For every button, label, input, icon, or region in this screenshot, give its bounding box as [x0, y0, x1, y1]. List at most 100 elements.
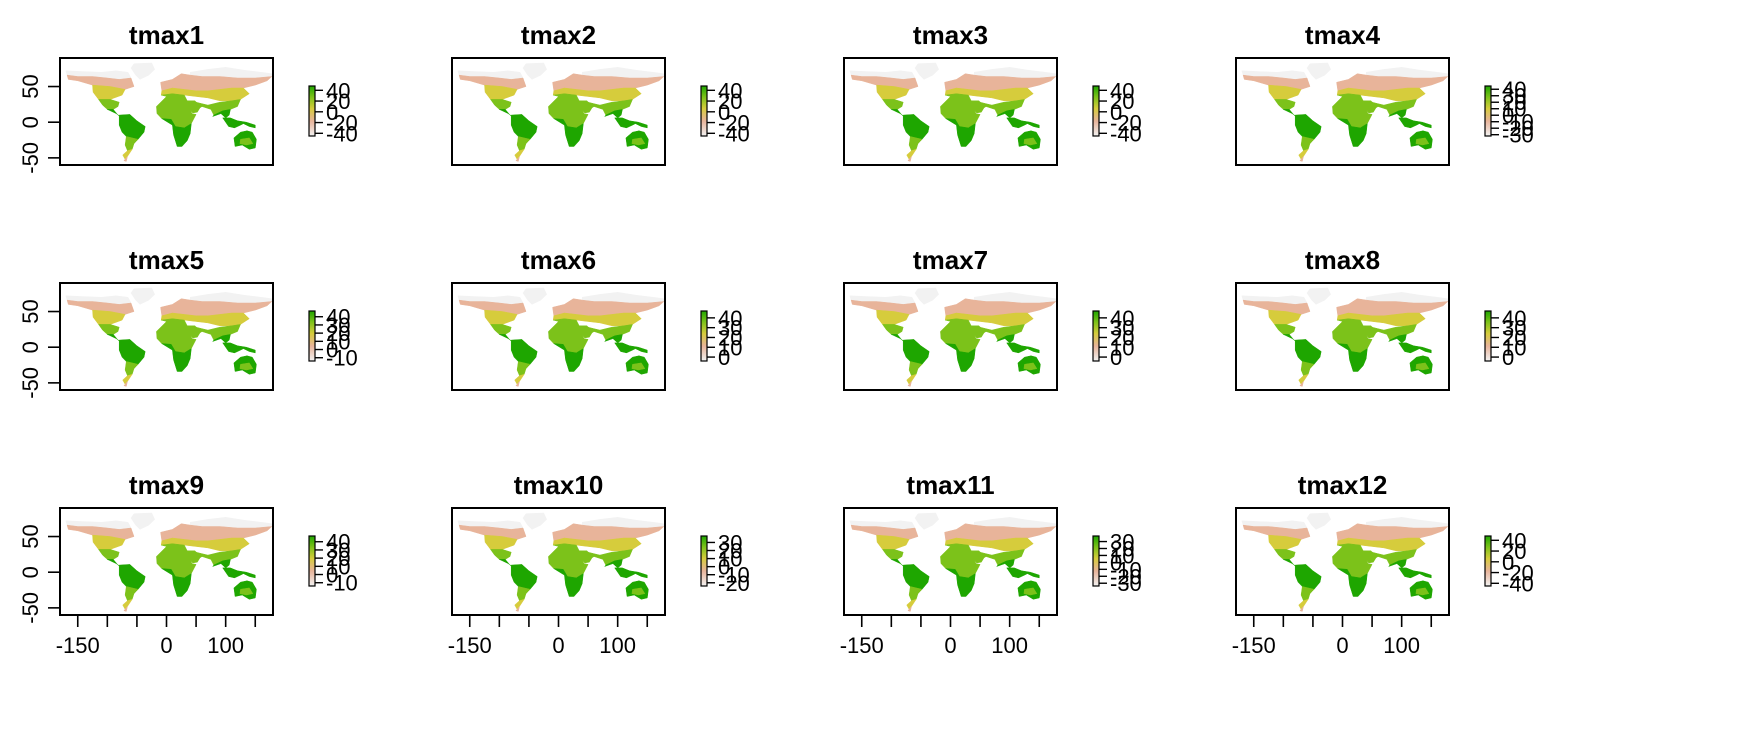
y-axis-tick-label: 50	[18, 299, 43, 323]
raster-zone-warm	[908, 586, 923, 602]
raster-zone-mild	[122, 148, 133, 160]
land-arabia	[970, 325, 986, 339]
raster-zone-hot	[995, 334, 1015, 344]
raster-zone-cold	[130, 512, 156, 530]
land-south-america	[902, 564, 930, 612]
panel-title: tmax4	[1305, 20, 1381, 50]
land-australia	[233, 130, 257, 150]
raster-zone-warm	[239, 587, 254, 596]
legend-tick-label: 0	[718, 345, 730, 370]
land-africa	[940, 546, 981, 597]
legend-tick-label: 30	[326, 313, 350, 338]
panel-title: tmax9	[129, 470, 204, 500]
raster-zone-mild	[514, 373, 525, 385]
raster-zone-warm	[631, 587, 646, 596]
land-south-america	[118, 339, 146, 387]
legend-tick-label: 20	[718, 325, 742, 350]
land-africa	[548, 96, 589, 147]
raster-zone-warm	[908, 361, 923, 377]
legend-tick-label: 20	[326, 546, 350, 571]
temperature-raster	[457, 287, 665, 387]
legend-tick-label: -10	[326, 571, 358, 596]
land-se-asia-islands	[222, 117, 256, 129]
raster-zone-hot	[107, 559, 121, 567]
legend-tick-label: 0	[1110, 100, 1122, 125]
y-axis-tick-label: 50	[18, 524, 43, 548]
legend-tick-label: 10	[1110, 335, 1134, 360]
legend-tick-label: -20	[1502, 116, 1534, 141]
land-se-asia-islands	[614, 117, 648, 129]
y-axis-tick-label: 0	[18, 116, 43, 128]
legend-tick-label: 0	[1502, 345, 1514, 370]
legend-tick-label: 30	[1110, 316, 1134, 341]
raster-zone-hot	[614, 117, 648, 129]
land-africa	[1332, 96, 1373, 147]
legend-tick-label: 40	[1502, 77, 1526, 102]
legend-color-bar	[1092, 310, 1100, 362]
y-axis-tick-label: 50	[18, 74, 43, 98]
plot-frame	[451, 57, 666, 166]
raster-zone-mild	[484, 534, 518, 550]
raster-zone-hot	[222, 117, 256, 129]
raster-zone-hot	[107, 334, 121, 342]
land-greenland	[522, 287, 548, 305]
raster-zone-hot	[161, 568, 192, 597]
legend-color-bar	[1484, 310, 1492, 362]
raster-zone-mild	[1298, 148, 1309, 160]
y-axis-tick-label: -50	[18, 367, 43, 399]
legend-tick-label: 20	[1502, 90, 1526, 115]
raster-zone-hot	[891, 109, 905, 117]
x-axis-tick-label: 0	[944, 633, 956, 658]
raster-zone-warm	[124, 361, 139, 377]
legend-color-bar	[308, 535, 316, 587]
legend-tick-label: -40	[718, 121, 750, 146]
raster-zone-warm	[1023, 362, 1038, 371]
land-arabia	[186, 100, 202, 114]
raster-zone-hot	[1398, 342, 1432, 354]
land-greenland	[522, 62, 548, 80]
panel-title: tmax12	[1298, 470, 1388, 500]
raster-zone-warm	[1023, 587, 1038, 596]
land-south-america	[510, 114, 538, 162]
raster-zone-mild	[1268, 309, 1302, 325]
legend-color-bar	[1484, 535, 1492, 587]
land-greenland	[1306, 287, 1332, 305]
raster-zone-warm	[124, 136, 139, 152]
raster-zone-warm	[1274, 324, 1296, 335]
legend-tick-label: -20	[326, 111, 358, 136]
raster-zone-hot	[1006, 117, 1040, 129]
land-arabia	[186, 550, 202, 564]
legend-tick-label: 0	[718, 100, 730, 125]
raster-zone-cool	[1242, 524, 1311, 540]
land-south-america	[902, 114, 930, 162]
legend-tick-label: 10	[1502, 97, 1526, 122]
land-se-asia-islands	[1398, 342, 1432, 354]
raster-zone-cool	[1299, 606, 1304, 612]
land-australia	[625, 130, 649, 150]
legend-tick-label: 0	[1502, 103, 1514, 128]
raster-zone-cool	[515, 606, 520, 612]
raster-zone-warm	[1362, 100, 1378, 114]
raster-zone-cool	[907, 606, 912, 612]
legend-tick-label: 0	[1110, 345, 1122, 370]
raster-zone-mild	[122, 598, 133, 610]
legend-tick-label: 40	[326, 305, 350, 330]
raster-zone-cool	[458, 74, 527, 90]
legend-tick-label: 10	[718, 547, 742, 572]
panel-title: tmax6	[521, 245, 596, 275]
land-australia	[1409, 130, 1433, 150]
raster-zone-warm	[239, 362, 254, 371]
raster-zone-hot	[1283, 559, 1297, 567]
legend-tick-label: -30	[1502, 123, 1534, 148]
land-australia	[1017, 355, 1041, 375]
land-eurasia	[1336, 67, 1449, 119]
land-australia	[1017, 130, 1041, 150]
raster-zone-hot	[222, 567, 256, 579]
temperature-raster	[849, 287, 1057, 387]
land-north-america	[457, 295, 527, 342]
